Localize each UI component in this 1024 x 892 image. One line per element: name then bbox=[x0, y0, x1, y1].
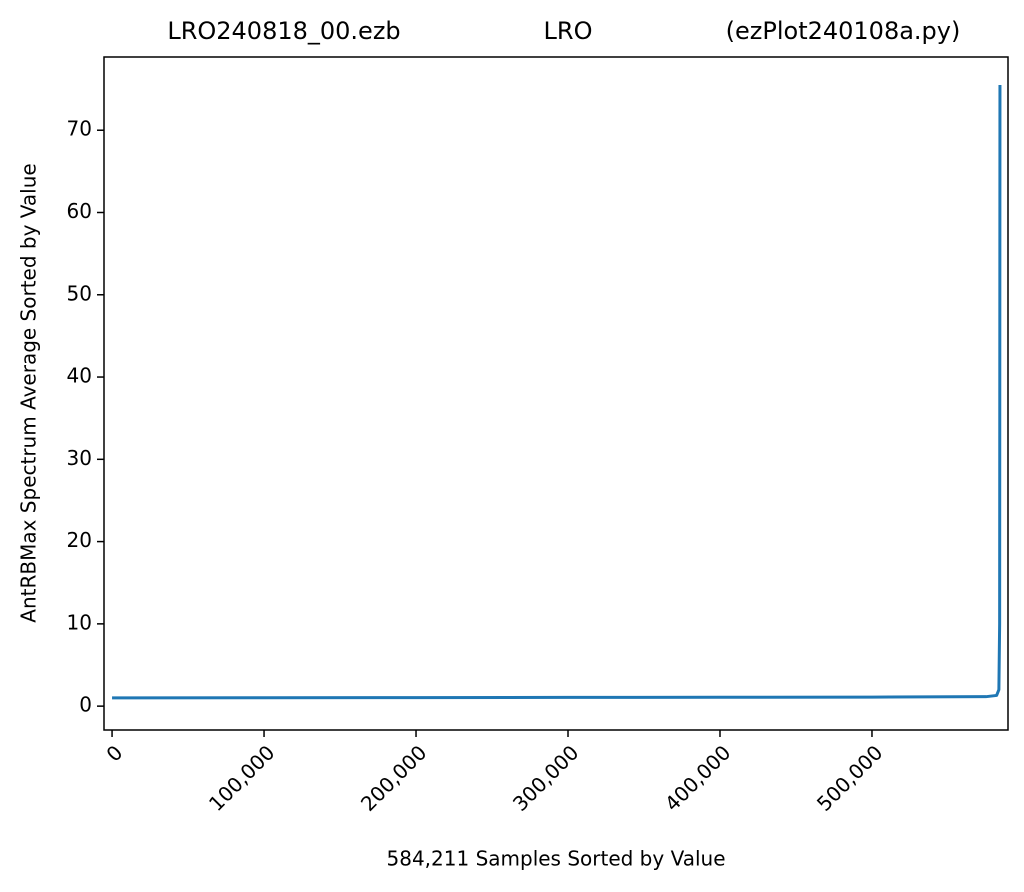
x-tick-label: 100,000 bbox=[204, 740, 279, 815]
y-tick-label: 60 bbox=[67, 199, 92, 223]
chart-title: LRO240818_00.ezb bbox=[167, 17, 400, 45]
chart-title: LRO bbox=[544, 17, 593, 45]
chart-title: (ezPlot240108a.py) bbox=[726, 17, 961, 45]
x-tick-label: 500,000 bbox=[812, 740, 887, 815]
y-tick-label: 70 bbox=[67, 117, 92, 141]
x-tick-label: 200,000 bbox=[356, 740, 431, 815]
x-tick-label: 0 bbox=[102, 740, 128, 766]
y-tick-label: 30 bbox=[67, 446, 92, 470]
x-axis-label: 584,211 Samples Sorted by Value bbox=[387, 847, 726, 871]
y-tick-label: 10 bbox=[67, 610, 92, 634]
plot-frame bbox=[103, 56, 1009, 731]
data-line bbox=[112, 84, 1002, 700]
y-tick-label: 40 bbox=[67, 364, 92, 388]
y-tick-label: 50 bbox=[67, 281, 92, 305]
x-tick-label: 300,000 bbox=[508, 740, 583, 815]
x-tick-label: 400,000 bbox=[660, 740, 735, 815]
y-tick-label: 20 bbox=[67, 528, 92, 552]
y-tick-label: 0 bbox=[79, 693, 92, 717]
y-axis-label: AntRBMax Spectrum Average Sorted by Valu… bbox=[17, 163, 41, 622]
